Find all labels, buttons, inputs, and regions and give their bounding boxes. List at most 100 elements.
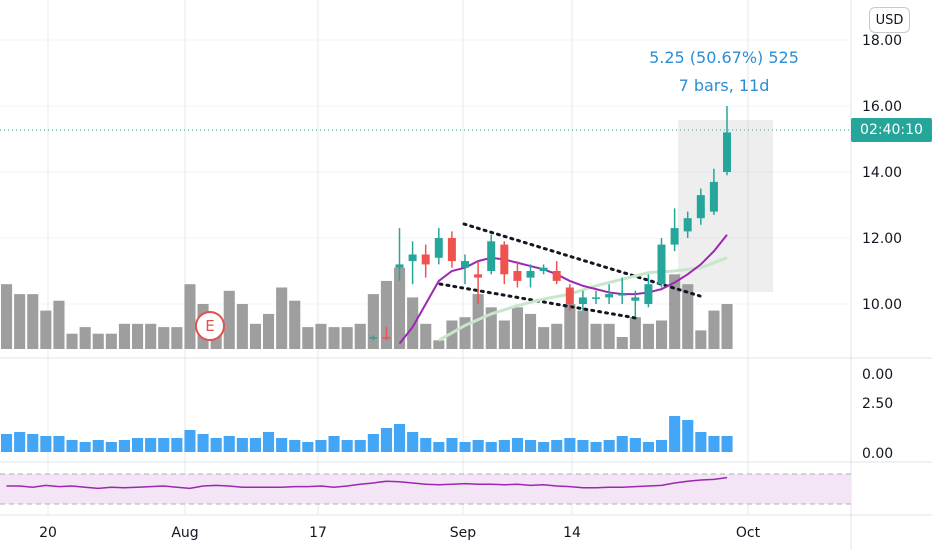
indicator-bar: [249, 438, 261, 452]
candle-body: [644, 284, 653, 304]
candle-body: [382, 337, 391, 339]
indicator-bar: [577, 440, 589, 452]
price-countdown-tag: 02:40:10: [851, 118, 932, 142]
volume-bar: [380, 280, 392, 349]
volume-bar: [564, 304, 576, 349]
indicator-tick-label: 2.50: [862, 396, 893, 412]
volume-bar: [446, 320, 458, 349]
indicator-bar: [197, 434, 209, 452]
indicator-bar: [354, 440, 366, 452]
volume-bar: [236, 304, 248, 349]
candle-body: [683, 218, 692, 232]
volume-bar: [642, 323, 654, 349]
volume-bar: [682, 284, 694, 349]
indicator-bar: [158, 438, 170, 452]
axes: 18.00 16.00 14.00 12.00 10.00 0.00 2.50 0.00 20 A…: [39, 33, 902, 541]
indicator-bar: [118, 440, 130, 452]
price-tick-label: 10.00: [862, 297, 902, 313]
volume-bar: [66, 333, 78, 349]
volume-bar: [354, 323, 366, 349]
candle-body: [565, 287, 574, 304]
candle-body: [447, 238, 456, 262]
indicator-bar: [53, 436, 65, 452]
time-tick-label: 14: [563, 525, 581, 541]
indicator-bar: [302, 442, 314, 452]
candle-body: [605, 294, 614, 298]
candle-body: [552, 271, 561, 281]
candle-body: [696, 195, 705, 219]
volume-bar: [498, 320, 510, 349]
indicator-bar: [79, 442, 91, 452]
indicator-bar: [145, 438, 157, 452]
volume-bar: [367, 294, 379, 349]
candle-body: [539, 267, 548, 271]
indicator-bar: [184, 430, 196, 452]
indicator-bar: [263, 432, 275, 452]
volume-bar: [249, 323, 261, 349]
fast-ma-line: [398, 234, 728, 345]
rsi-line: [6, 476, 728, 490]
volume-bar: [302, 327, 314, 349]
indicator-bar: [446, 438, 458, 452]
indicator-bar: [551, 440, 563, 452]
volume-bar: [472, 294, 484, 349]
indicator-tick-label: 0.00: [862, 446, 893, 462]
indicator-bar: [14, 432, 26, 452]
volume-bar: [721, 304, 733, 349]
volume-bar: [629, 317, 641, 349]
volume-bar: [105, 333, 117, 349]
indicator-bar: [92, 440, 104, 452]
candle-body: [487, 241, 496, 271]
candle-body: [657, 244, 666, 285]
volume-bar: [92, 333, 104, 349]
indicator-bar: [132, 438, 144, 452]
volume-bar: [223, 290, 235, 349]
time-tick-label: Oct: [736, 525, 761, 541]
volume-bar: [171, 327, 183, 349]
candle-body: [631, 297, 640, 301]
indicator-bar: [564, 438, 576, 452]
indicator-bar: [433, 442, 445, 452]
volume-bar: [145, 323, 157, 349]
indicator-tick-label: 0.00: [862, 367, 893, 383]
indicator-bar: [656, 440, 668, 452]
indicator-bar: [341, 440, 353, 452]
price-tick-label: 12.00: [862, 231, 902, 247]
candlesticks: [369, 106, 731, 341]
currency-button[interactable]: USD: [869, 7, 910, 33]
indicator-bar: [472, 440, 484, 452]
slow-ma-line: [438, 256, 728, 342]
indicator-bar: [603, 440, 615, 452]
volume-bar: [708, 310, 720, 349]
candle-body: [408, 254, 417, 262]
indicator-bar: [721, 436, 733, 452]
volume-bar: [511, 307, 523, 349]
earnings-marker[interactable]: E: [195, 311, 225, 341]
candle-body: [592, 297, 600, 299]
indicator-bar: [223, 436, 235, 452]
indicator-bar: [66, 440, 78, 452]
indicator-bar: [420, 438, 432, 452]
indicator-bar: [695, 432, 707, 452]
volume-bar: [695, 330, 707, 349]
indicator-bar: [669, 416, 681, 452]
volume-bar: [14, 294, 26, 349]
measure-change-label: 5.25 (50.67%) 525: [649, 48, 799, 67]
indicator-bar: [315, 440, 327, 452]
volume-bar: [577, 310, 589, 349]
volume-bar: [538, 327, 550, 349]
indicator-bar: [682, 420, 694, 452]
indicator-bar: [236, 438, 248, 452]
indicator-bar: [642, 442, 654, 452]
indicator-bar: [105, 442, 117, 452]
candle-body: [618, 294, 627, 296]
volume-bar: [551, 323, 563, 349]
indicator-bar: [459, 442, 471, 452]
volume-bar: [603, 323, 615, 349]
indicator-bar: [394, 424, 406, 452]
indicator-bar: [276, 438, 288, 452]
rsi-pane: [0, 473, 851, 505]
volume-bar: [433, 340, 445, 349]
